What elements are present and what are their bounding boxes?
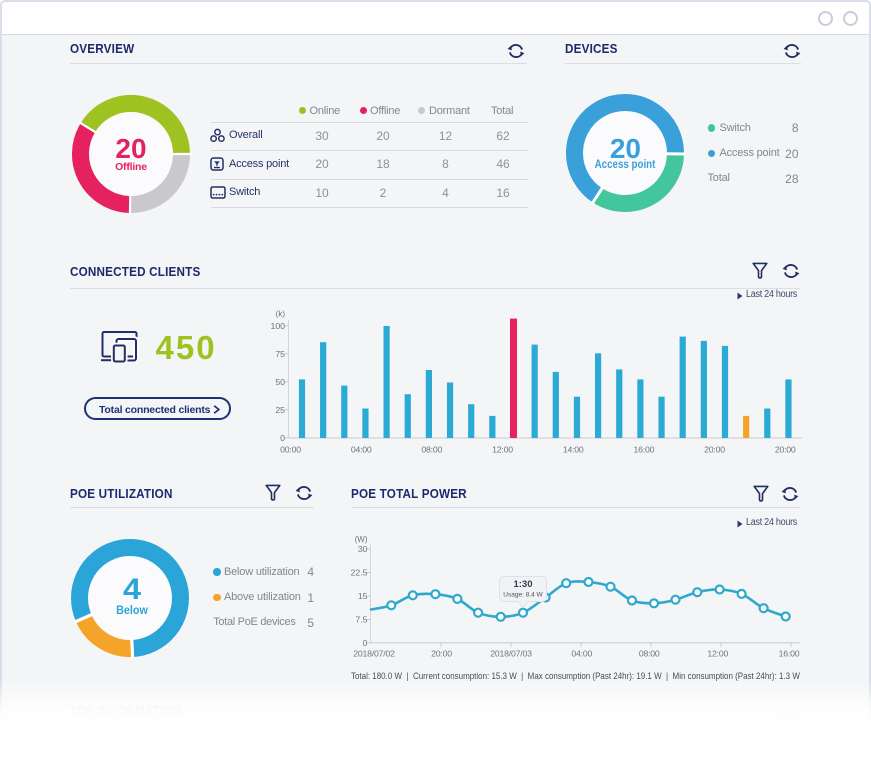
svg-text:2018/07/03: 2018/07/03	[490, 649, 532, 659]
svg-text:00:00: 00:00	[280, 445, 301, 455]
svg-text:(W): (W)	[355, 535, 368, 544]
svg-text:08:00: 08:00	[639, 649, 660, 659]
svg-text:20:00: 20:00	[431, 649, 452, 659]
svg-text:08:00: 08:00	[421, 445, 442, 455]
svg-text:20:00: 20:00	[704, 445, 725, 455]
svg-text:1:30: 1:30	[513, 579, 532, 590]
svg-text:14:00: 14:00	[563, 445, 584, 455]
svg-text:15: 15	[358, 591, 368, 601]
svg-text:25: 25	[275, 405, 285, 415]
svg-text:100: 100	[271, 321, 286, 331]
svg-text:12:00: 12:00	[707, 649, 728, 659]
svg-text:04:00: 04:00	[351, 445, 372, 455]
svg-text:16:00: 16:00	[779, 649, 800, 659]
svg-text:30: 30	[358, 544, 368, 554]
svg-text:16:00: 16:00	[634, 445, 655, 455]
svg-text:50: 50	[275, 377, 285, 387]
svg-text:0: 0	[363, 638, 368, 648]
svg-text:22.5: 22.5	[351, 568, 368, 578]
svg-text:(k): (k)	[276, 310, 286, 319]
svg-text:Usage: 8.4 W: Usage: 8.4 W	[503, 592, 543, 599]
svg-text:0: 0	[280, 433, 285, 443]
svg-text:20:00: 20:00	[775, 445, 796, 455]
svg-text:12:00: 12:00	[492, 445, 513, 455]
svg-text:7.5: 7.5	[355, 615, 367, 625]
svg-text:2018/07/02: 2018/07/02	[353, 649, 395, 659]
svg-text:04:00: 04:00	[571, 649, 592, 659]
svg-text:75: 75	[275, 349, 285, 359]
